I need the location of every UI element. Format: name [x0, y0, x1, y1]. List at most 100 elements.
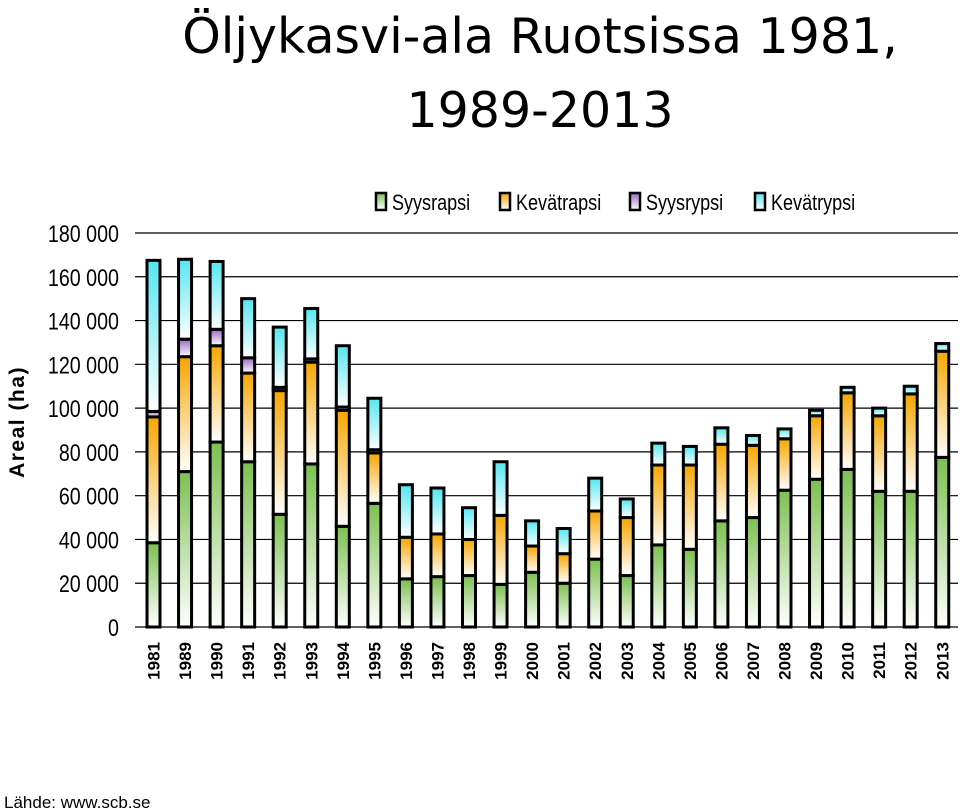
bar-segment-kevtrapsi: [555, 552, 572, 585]
bar-segment-kevtrapsi: [871, 414, 888, 493]
bar-segment-syysrapsi: [650, 543, 667, 629]
bar-segment-syysrapsi: [744, 516, 761, 629]
bar-segment-kevtrypsi: [839, 385, 856, 395]
bar-segment-kevtrapsi: [303, 360, 320, 466]
bar-segment-kevtrapsi: [240, 371, 257, 464]
bar-segment-kevtrapsi: [808, 414, 825, 481]
bar-segment-kevtrapsi: [902, 392, 919, 493]
x-tick-label: 2004: [649, 641, 668, 679]
x-axis-ticks: 1981 1989 1990 1991 1992 1993 1994 1995 1996 1997…: [145, 641, 953, 679]
x-tick-label: 2011: [870, 642, 889, 679]
bar-segment-kevtrapsi: [776, 437, 793, 492]
bar-segment-kevtrapsi: [429, 532, 446, 579]
bar-segment-syysrapsi: [902, 489, 919, 629]
x-tick-label: 2005: [681, 642, 700, 680]
y-tick-label: 100 000: [48, 395, 119, 422]
x-tick-label: 1981: [145, 642, 164, 680]
bar-segment-syysrapsi: [808, 477, 825, 629]
bar-segment-kevtrypsi: [524, 519, 541, 548]
bar-segment-kevtrypsi: [366, 396, 383, 452]
bar-segment-kevtrapsi: [681, 463, 698, 551]
bar-segment-syysrapsi: [397, 577, 414, 629]
bar-segment-kevtrypsi: [177, 257, 194, 341]
bar-segment-kevtrypsi: [934, 342, 951, 353]
bar-segment-syysrapsi: [871, 489, 888, 629]
bar-segment-kevtrapsi: [492, 513, 509, 586]
bar-segment-syysrapsi: [618, 574, 635, 629]
bar-segment-kevtrypsi: [208, 259, 225, 331]
bar-segment-kevtrypsi: [271, 325, 288, 389]
bar-segment-syysrapsi: [492, 582, 509, 629]
legend-swatch: [374, 191, 388, 212]
bar-segment-syysrapsi: [524, 570, 541, 629]
bar-segment-syysrypsi: [177, 337, 194, 359]
x-tick-label: 1992: [271, 642, 290, 680]
bar-segment-kevtrypsi: [871, 406, 888, 418]
bar-segment-kevtrapsi: [145, 415, 162, 545]
y-tick-label: 80 000: [59, 439, 119, 466]
bar-segment-kevtrypsi: [429, 486, 446, 536]
x-tick-label: 1999: [492, 642, 511, 680]
y-tick-label: 0: [108, 614, 119, 641]
bar-segment-syysrapsi: [681, 547, 698, 629]
gridlines: [135, 232, 958, 628]
x-tick-label: 1989: [176, 642, 195, 680]
bar-segment-syysrapsi: [366, 501, 383, 629]
bars: [145, 257, 951, 629]
bar-segment-kevtrypsi: [587, 476, 604, 513]
x-tick-label: 2008: [776, 642, 795, 680]
y-tick-label: 180 000: [48, 220, 119, 247]
x-tick-label: 2000: [523, 642, 542, 680]
x-tick-label: 1991: [239, 642, 258, 680]
bar-segment-kevtrapsi: [650, 463, 667, 547]
bar-segment-kevtrypsi: [397, 483, 414, 539]
chart-title: Öljykasvi-ala Ruotsissa 1981, 1989-2013: [182, 8, 898, 139]
bar-segment-kevtrypsi: [808, 408, 825, 418]
y-axis-ticks: 0 20 000 40 000 60 000 80 000 100 000 120 000 1…: [48, 220, 119, 641]
bar-segment-syysrapsi: [776, 488, 793, 629]
bar-segment-kevtrypsi: [492, 460, 509, 517]
x-tick-label: 2007: [744, 642, 763, 680]
legend-swatch: [628, 191, 642, 212]
x-tick-label: 2010: [839, 642, 858, 680]
x-tick-label: 1995: [365, 642, 384, 680]
bar-segment-syysrypsi: [208, 327, 225, 348]
x-tick-label: 2009: [807, 642, 826, 680]
bar-segment-kevtrypsi: [555, 527, 572, 556]
x-tick-label: 2013: [933, 642, 952, 680]
legend-label: Kevätrypsi: [771, 191, 855, 215]
bar-segment-kevtrypsi: [776, 427, 793, 441]
x-tick-label: 2012: [902, 642, 921, 680]
bar-segment-kevtrapsi: [839, 391, 856, 471]
bar-segment-kevtrypsi: [461, 506, 477, 541]
bar-segment-kevtrypsi: [650, 441, 667, 467]
bar-segment-kevtrapsi: [713, 442, 730, 523]
bar-segment-kevtrypsi: [303, 307, 320, 361]
bar-segment-kevtrapsi: [524, 544, 541, 574]
source-note: Lähde: www.scb.se: [4, 793, 151, 812]
x-tick-label: 2003: [618, 642, 637, 680]
x-tick-label: 1996: [397, 642, 416, 680]
bar-segment-syysrapsi: [587, 557, 604, 629]
bar-segment-syysrapsi: [713, 519, 730, 629]
bar-segment-kevtrapsi: [744, 443, 761, 520]
bar-segment-syysrapsi: [461, 574, 477, 629]
bar-segment-syysrapsi: [177, 470, 194, 629]
x-tick-label: 1990: [208, 642, 227, 680]
bar-segment-kevtrapsi: [271, 389, 288, 516]
legend-label: Syysrypsi: [646, 191, 723, 215]
bar-segment-syysrapsi: [208, 440, 225, 629]
x-tick-label: 1998: [460, 642, 479, 680]
y-tick-label: 120 000: [48, 351, 119, 378]
bar-segment-kevtrapsi: [366, 451, 383, 505]
bar-segment-syysrapsi: [429, 575, 446, 629]
bar-segment-kevtrypsi: [681, 444, 698, 467]
legend-swatch: [753, 191, 767, 212]
x-tick-label: 2002: [586, 642, 605, 680]
legend-swatch: [498, 191, 512, 212]
x-tick-label: 1993: [302, 642, 321, 680]
bar-segment-syysrapsi: [334, 524, 351, 629]
bar-segment-syysrapsi: [271, 512, 288, 629]
bar-segment-kevtrapsi: [461, 537, 477, 578]
